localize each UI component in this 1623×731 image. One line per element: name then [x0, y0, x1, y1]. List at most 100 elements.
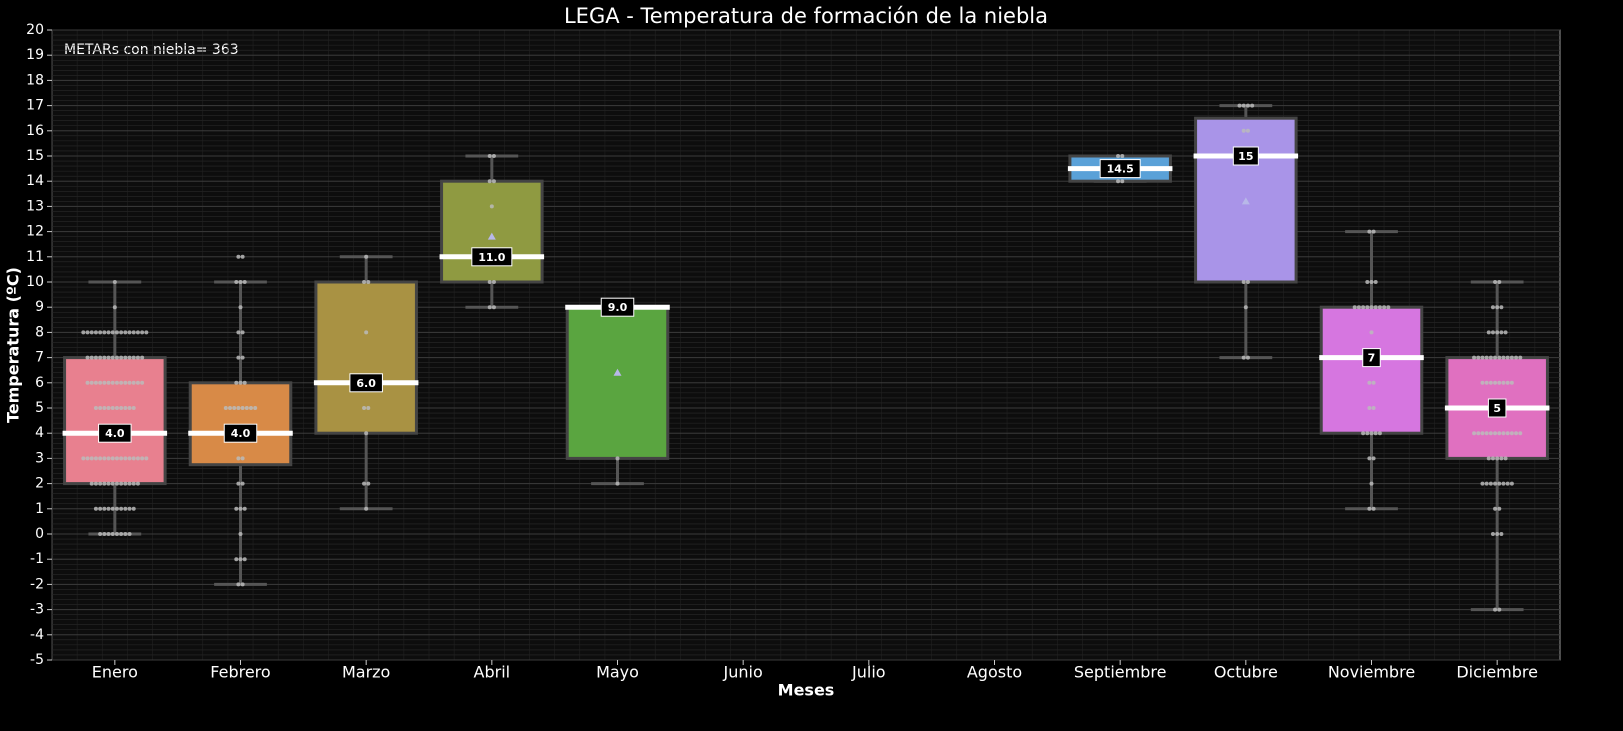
data-point: [1361, 305, 1366, 310]
data-point: [1484, 355, 1489, 360]
data-point: [1505, 431, 1510, 436]
data-point: [112, 305, 117, 310]
data-point: [1120, 154, 1125, 158]
data-point: [1497, 355, 1502, 360]
data-point: [1499, 330, 1504, 335]
data-point: [1493, 380, 1498, 385]
x-tick-label: Diciembre: [1456, 663, 1538, 682]
data-point: [1493, 607, 1498, 612]
data-point: [1250, 103, 1255, 108]
y-tick-label: 13: [26, 198, 44, 214]
data-point: [106, 330, 111, 335]
data-point: [93, 406, 98, 410]
data-point: [487, 305, 492, 310]
y-tick-label: 19: [26, 47, 44, 63]
x-tick-label: Marzo: [342, 663, 390, 682]
y-tick-label: 18: [26, 72, 44, 88]
data-point: [236, 406, 241, 410]
data-point: [1241, 103, 1246, 108]
data-point: [1480, 431, 1485, 436]
data-point: [123, 330, 128, 335]
y-tick-label: -5: [30, 652, 44, 668]
data-point: [81, 330, 86, 335]
mean-marker: [487, 232, 496, 240]
box: [314, 280, 418, 435]
data-point: [1493, 506, 1498, 511]
data-point: [93, 506, 98, 511]
data-point: [89, 330, 94, 335]
data-point: [234, 506, 239, 511]
y-tick-label: 12: [26, 224, 44, 240]
data-point: [491, 154, 496, 158]
data-point: [98, 456, 103, 461]
data-point: [1493, 431, 1498, 436]
data-point: [236, 355, 241, 360]
data-point: [119, 406, 124, 410]
y-tick-label: 3: [35, 450, 44, 466]
y-tick-label: -4: [30, 627, 44, 643]
data-point: [106, 456, 111, 461]
data-point: [1116, 179, 1121, 184]
data-point: [131, 330, 136, 335]
data-point: [1509, 380, 1514, 385]
data-point: [114, 355, 119, 360]
data-point: [1367, 506, 1372, 511]
data-point: [1514, 431, 1519, 436]
data-point: [1371, 229, 1376, 234]
data-point: [1472, 355, 1477, 360]
data-point: [1497, 280, 1502, 284]
data-point: [93, 330, 98, 335]
median-label: 7: [1368, 352, 1376, 365]
data-point: [366, 406, 371, 410]
data-point: [110, 355, 115, 360]
data-point: [1367, 456, 1372, 461]
data-point: [119, 330, 124, 335]
data-point: [244, 406, 249, 410]
y-tick-label: 6: [35, 375, 44, 391]
data-point: [1480, 355, 1485, 360]
data-point: [135, 330, 140, 335]
data-point: [119, 506, 124, 511]
data-point: [234, 280, 239, 284]
data-point: [1361, 431, 1366, 436]
box: [440, 179, 544, 284]
x-tick-label: Octubre: [1214, 663, 1278, 682]
data-point: [1495, 330, 1500, 335]
data-point: [106, 506, 111, 511]
data-point: [615, 456, 620, 461]
y-tick-label: 7: [35, 350, 44, 366]
data-point: [1245, 103, 1250, 108]
data-point: [1488, 355, 1493, 360]
y-tick-label: 10: [26, 274, 44, 290]
x-tick-label: Mayo: [596, 663, 639, 682]
data-point: [1493, 280, 1498, 284]
data-point: [114, 481, 119, 486]
data-point: [1480, 481, 1485, 486]
data-point: [123, 532, 128, 536]
data-point: [1476, 431, 1481, 436]
y-tick-label: 5: [35, 400, 44, 416]
data-point: [135, 481, 140, 486]
data-point: [127, 330, 132, 335]
data-point: [102, 355, 107, 360]
data-point: [253, 406, 258, 410]
data-point: [98, 330, 103, 335]
data-point: [1503, 330, 1508, 335]
data-point: [127, 355, 132, 360]
data-point: [1484, 481, 1489, 486]
y-tick-label: 16: [26, 123, 44, 139]
data-point: [81, 456, 86, 461]
data-point: [1369, 431, 1374, 436]
data-point: [240, 330, 245, 335]
median-label: 4.0: [231, 427, 251, 440]
data-point: [1367, 229, 1372, 234]
data-point: [140, 330, 145, 335]
median-label-box: [98, 423, 132, 443]
data-point: [119, 380, 124, 385]
data-point: [1497, 380, 1502, 385]
data-point: [131, 456, 136, 461]
data-point: [364, 506, 369, 511]
data-point: [242, 506, 247, 511]
median-label-box: [349, 373, 383, 393]
data-point: [1120, 179, 1125, 184]
